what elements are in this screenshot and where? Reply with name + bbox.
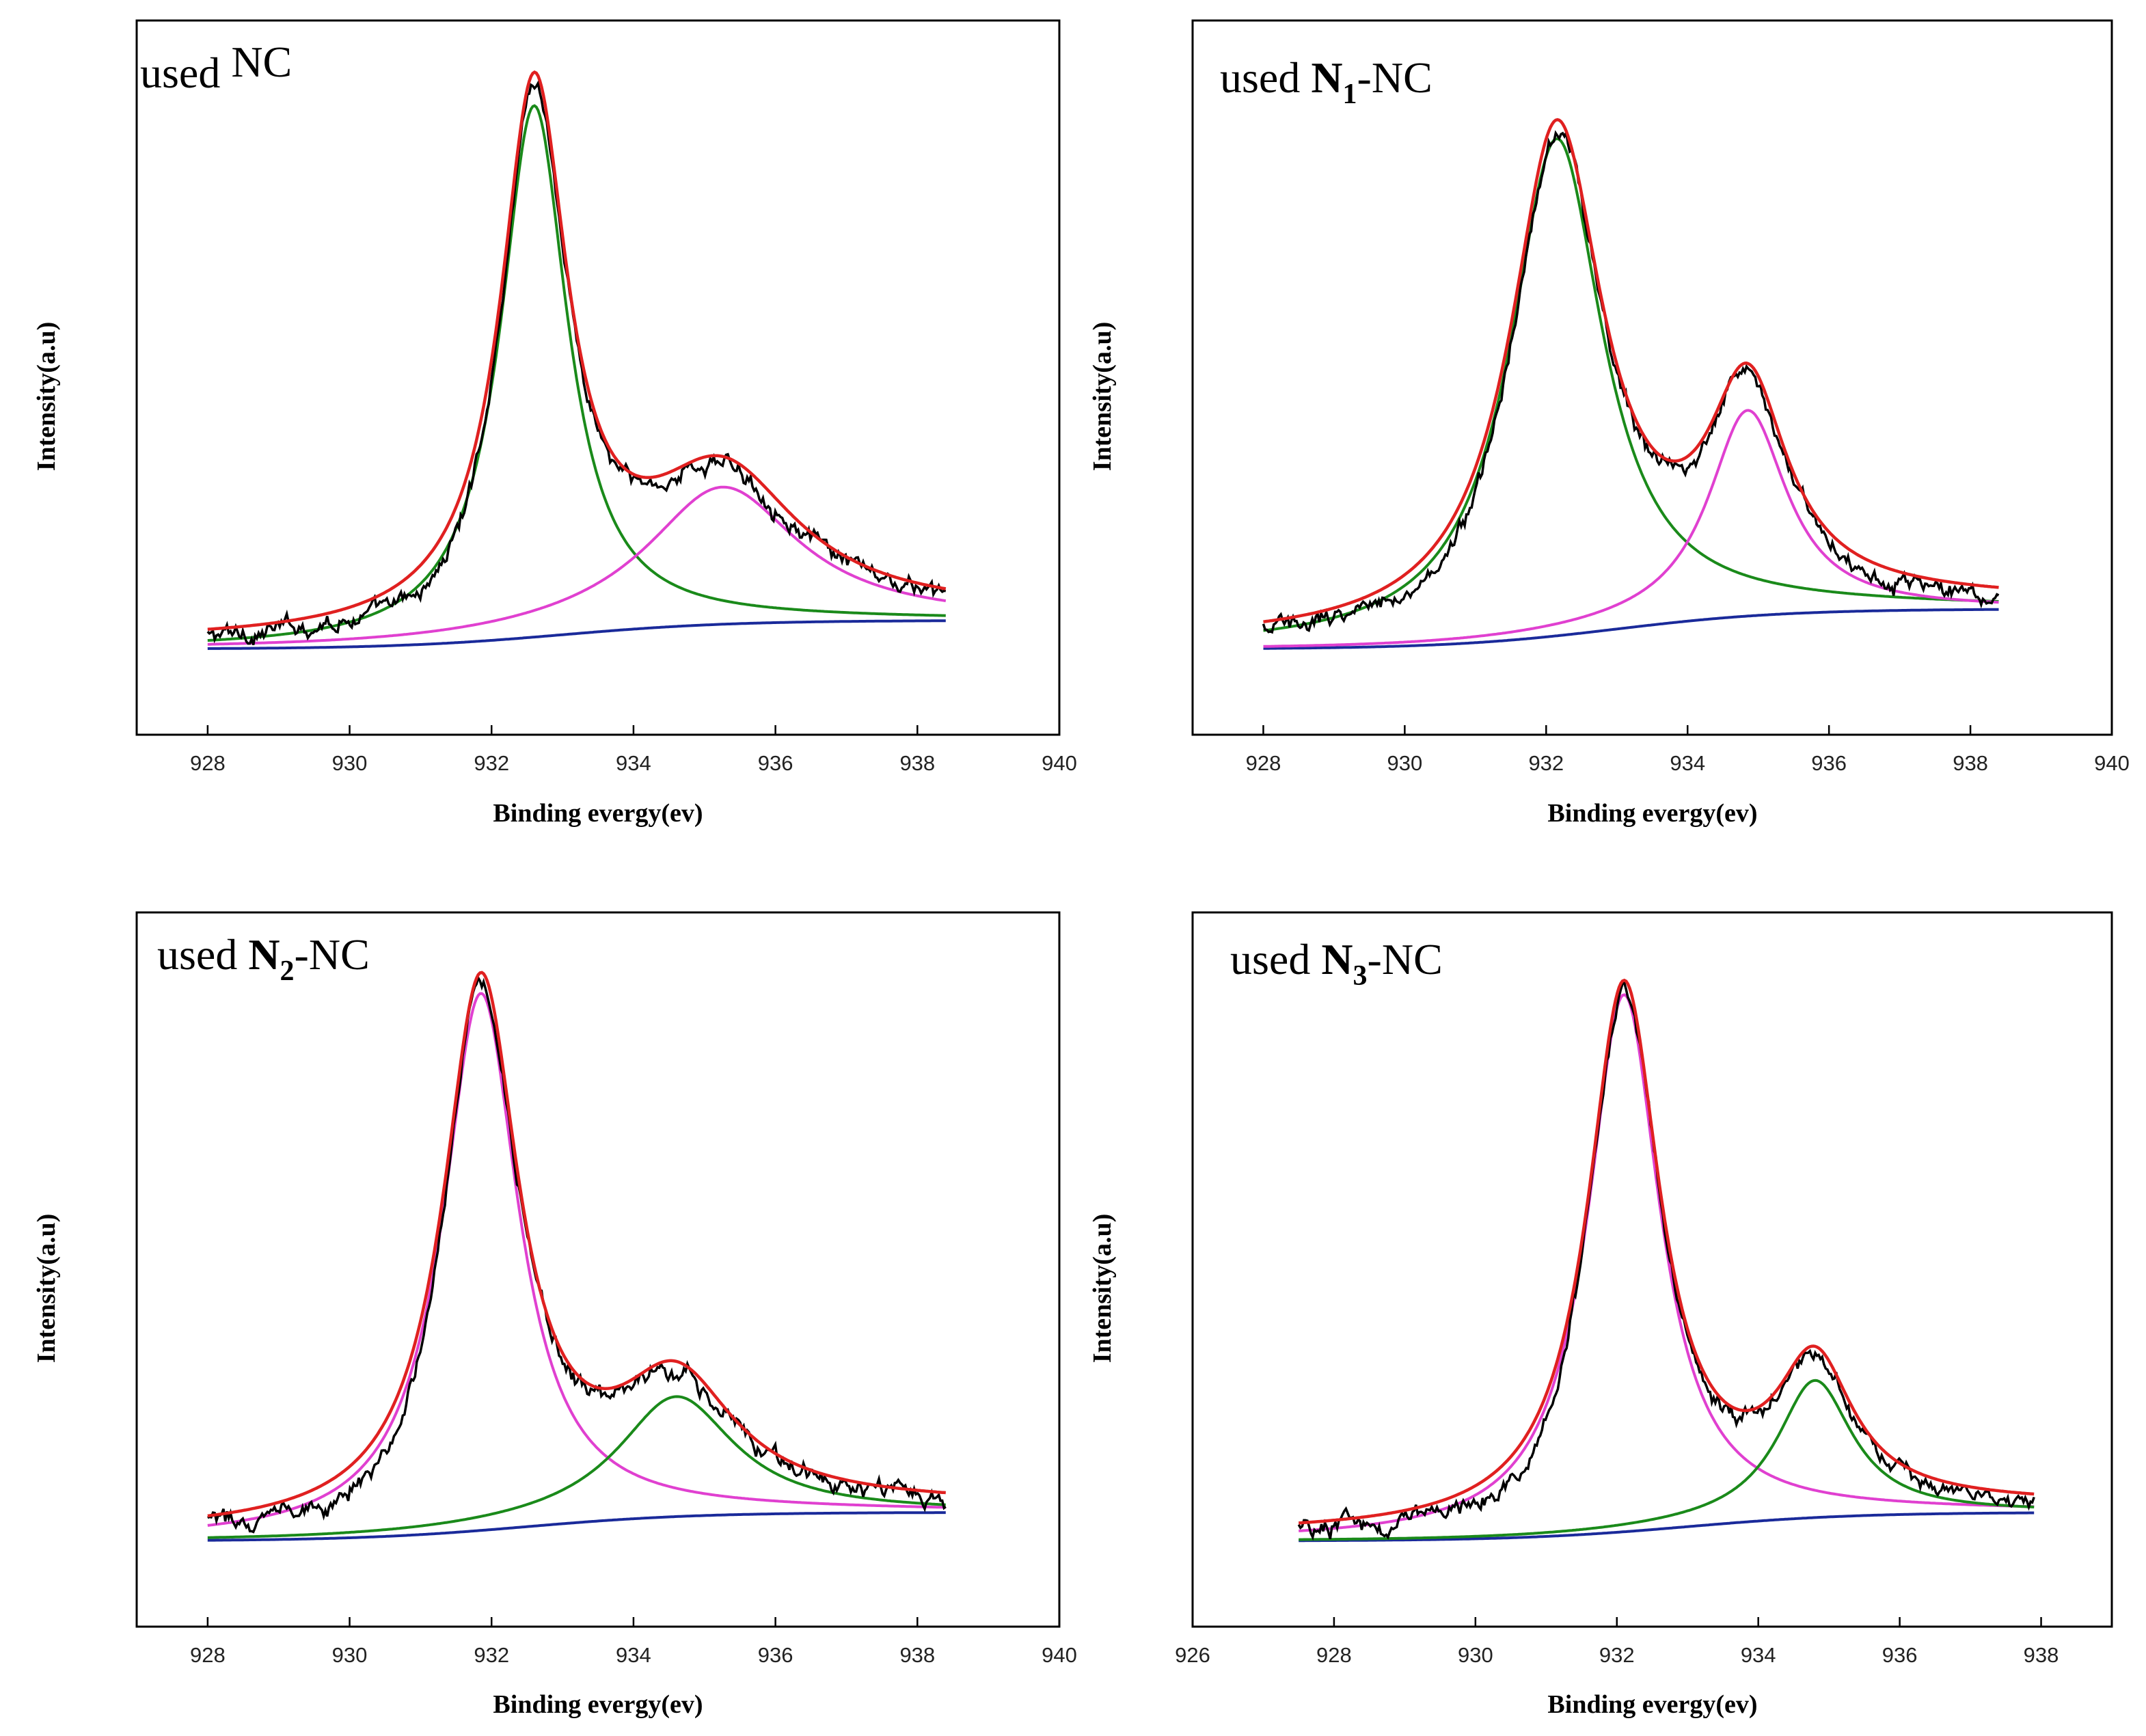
x-tick-label: 932: [474, 751, 509, 775]
x-axis-title: Binding evergy(ev): [493, 1690, 703, 1719]
background-line: [207, 619, 946, 650]
component-peak-2: [1299, 1379, 2035, 1541]
y-axis-title: Intensity(a.u): [1088, 322, 1117, 472]
x-tick-label: 934: [1741, 1643, 1776, 1667]
raw-data-line: [207, 975, 947, 1534]
x-tick-label: 930: [1387, 751, 1423, 775]
fit-envelope-line: [1263, 118, 1999, 623]
x-tick-label: 938: [1953, 751, 1988, 775]
curves: [206, 70, 947, 650]
fit-envelope-line: [1299, 978, 2035, 1525]
x-tick-label: 936: [1811, 751, 1847, 775]
component-peak-2: [207, 1395, 946, 1539]
x-tick-label: 932: [1599, 1643, 1635, 1667]
plot-frame: [135, 19, 1061, 736]
component-peak-1: [1263, 137, 1999, 632]
panel-used-n2-nc: used N2-NC 928 930 932 934 936 938 940 Binding…: [32, 911, 1077, 1719]
panel-used-nc: used NC 928 930 932 934 936 938 940 Binding ev…: [32, 19, 1077, 828]
background-line: [1299, 1511, 2035, 1543]
curves: [1297, 978, 2035, 1543]
x-tick-label: 934: [1670, 751, 1705, 775]
x-axis-title: Binding evergy(ev): [1547, 799, 1757, 828]
x-tick-label: 938: [2024, 1643, 2059, 1667]
panel-title: used N2-NC: [157, 930, 370, 987]
panel-used-n1-nc: used N1-NC 928 930 932 934 936 938 940 Binding…: [1088, 19, 2130, 828]
panel-used-n3-nc: used N3-NC 926 928 930 932 934 936 938 Binding…: [1088, 911, 2113, 1719]
x-tick-label: 934: [616, 751, 651, 775]
component-peak-2: [1263, 409, 1999, 648]
panel-title: used N1-NC: [1220, 53, 1432, 110]
component-peak-1: [207, 992, 946, 1527]
curves: [207, 971, 947, 1542]
y-axis-title: Intensity(a.u): [32, 1214, 61, 1364]
x-tick-label: 928: [1316, 1643, 1352, 1667]
plot-frame: [1191, 911, 2113, 1628]
x-tick-label: 936: [1882, 1643, 1918, 1667]
x-tick-label: 928: [190, 1643, 226, 1667]
x-tick-label: 938: [899, 751, 935, 775]
y-axis-title: Intensity(a.u): [32, 322, 61, 472]
x-tick-label: 940: [2094, 751, 2130, 775]
background-line: [1263, 608, 1999, 650]
fit-envelope-line: [207, 70, 947, 631]
x-axis-ticks: 928 930 932 934 936 938 940: [1246, 725, 2130, 775]
x-tick-label: 936: [758, 1643, 793, 1667]
fit-envelope-line: [207, 971, 946, 1518]
curves: [1262, 118, 2000, 650]
x-axis-ticks: 928 930 932 934 936 938 940: [190, 1617, 1077, 1667]
x-axis-ticks: 926 928 930 932 934 936 938: [1175, 1617, 2059, 1667]
x-tick-label: 932: [1528, 751, 1564, 775]
x-tick-label: 930: [332, 1643, 368, 1667]
component-peak-2: [207, 485, 947, 646]
y-axis-title: Intensity(a.u): [1088, 1214, 1117, 1364]
x-tick-label: 930: [332, 751, 368, 775]
x-tick-label: 938: [899, 1643, 935, 1667]
x-tick-label: 934: [616, 1643, 651, 1667]
x-axis-title: Binding evergy(ev): [493, 799, 703, 828]
x-tick-label: 932: [474, 1643, 509, 1667]
x-axis-ticks: 928 930 932 934 936 938 940: [190, 725, 1077, 775]
x-tick-label: 940: [1042, 1643, 1077, 1667]
x-tick-label: 928: [1246, 751, 1281, 775]
x-tick-label: 936: [758, 751, 793, 775]
x-tick-label: 930: [1458, 1643, 1493, 1667]
x-tick-label: 928: [190, 751, 226, 775]
background-line: [207, 1511, 946, 1542]
x-axis-title: Binding evergy(ev): [1547, 1690, 1757, 1719]
x-tick-label: 940: [1042, 751, 1077, 775]
x-tick-label: 926: [1175, 1643, 1210, 1667]
panel-title: used N3-NC: [1230, 935, 1443, 992]
raw-data-line: [1297, 981, 2035, 1541]
panel-title: used NC: [140, 38, 292, 97]
plot-frame: [135, 911, 1061, 1628]
plot-frame: [1191, 19, 2113, 736]
